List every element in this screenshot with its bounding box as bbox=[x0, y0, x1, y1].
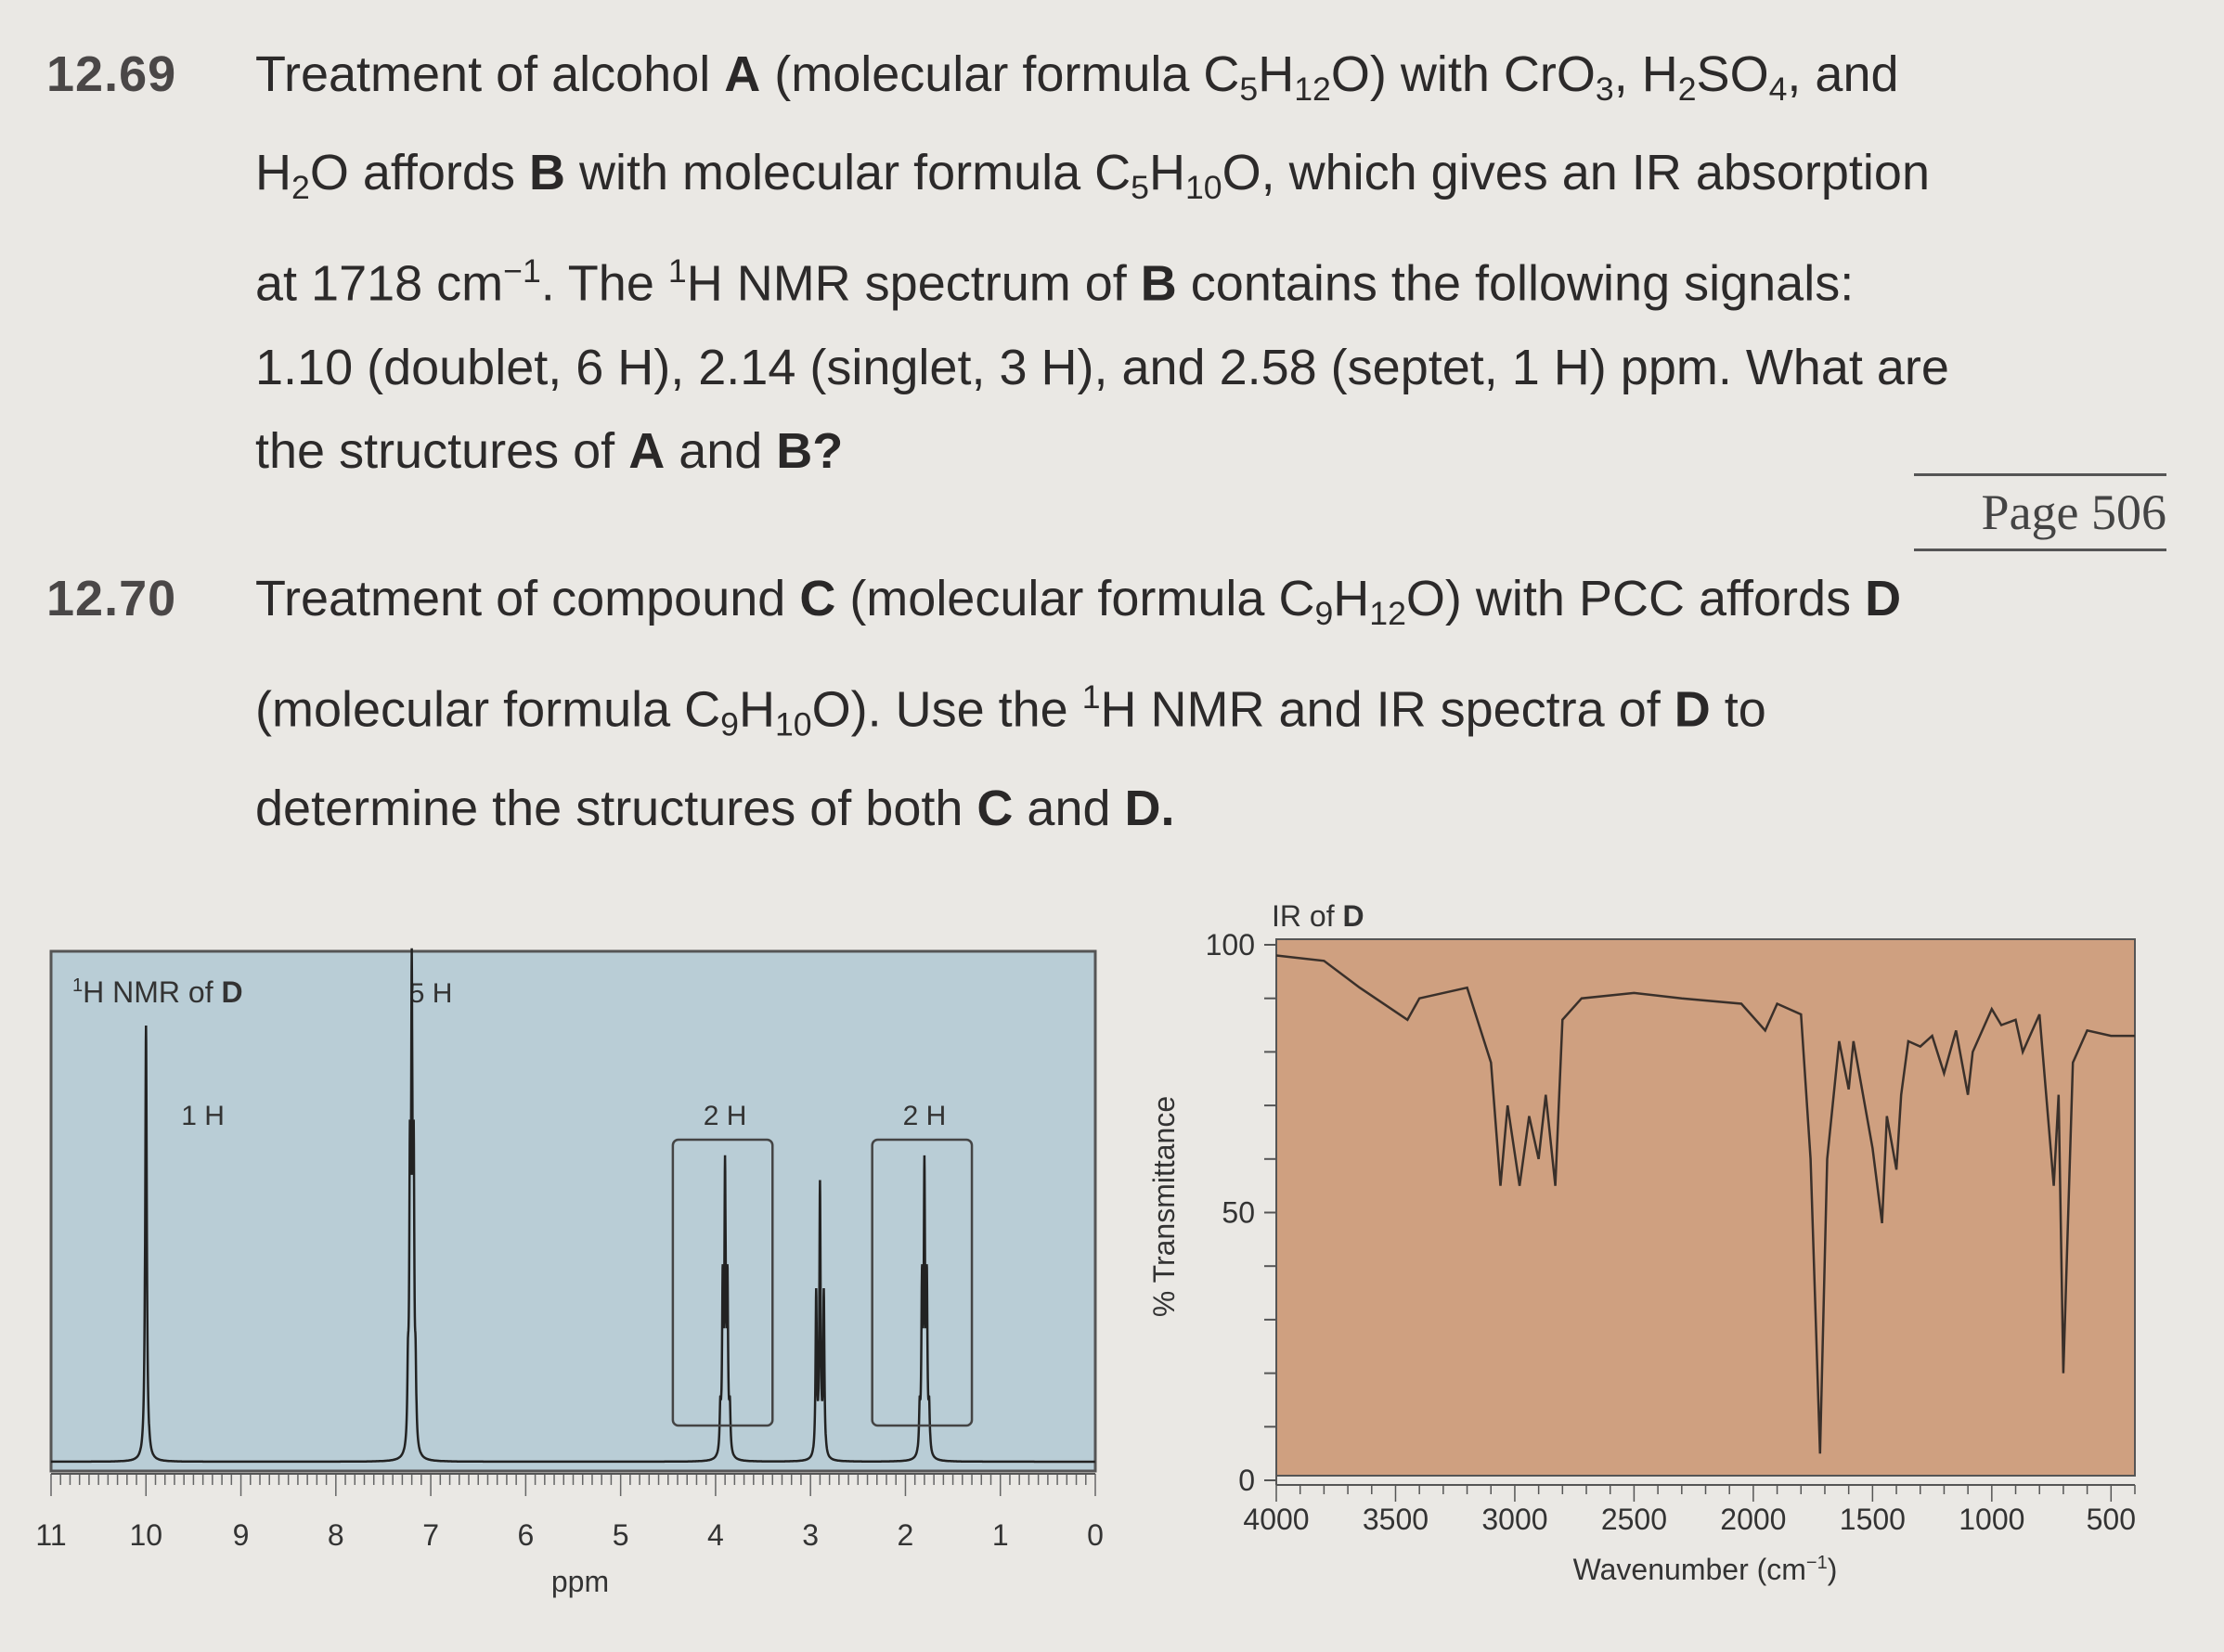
ir-y-tick-label: 50 bbox=[1222, 1196, 1255, 1230]
nmr-integration-label: 5 H bbox=[409, 978, 453, 1009]
ir-y-tick-label: 0 bbox=[1238, 1464, 1255, 1497]
nmr-tick-label: 4 bbox=[707, 1518, 724, 1552]
text-line: the structures of A and B? bbox=[255, 422, 844, 479]
text-line: (molecular formula C9H10O). Use the 1H N… bbox=[255, 678, 1766, 743]
nmr-tick-label: 11 bbox=[35, 1518, 66, 1552]
problem-text: Treatment of alcohol A (molecular formul… bbox=[255, 32, 2177, 493]
nmr-tick-label: 1 bbox=[992, 1518, 1009, 1552]
ir-x-tick-label: 4000 bbox=[1243, 1503, 1309, 1536]
ir-x-tick-label: 3000 bbox=[1481, 1503, 1547, 1536]
nmr-plot-area bbox=[49, 949, 1097, 1473]
ir-x-tick-label: 1000 bbox=[1959, 1503, 2024, 1536]
ir-chart: IR of D 0 50 100 4000 3500 3000 2500 2000 1500 10… bbox=[1147, 899, 2136, 1586]
problem-number: 12.69 bbox=[46, 46, 177, 102]
ir-x-axis-label: Wavenumber (cm−1) bbox=[1573, 1553, 1838, 1586]
ir-y-axis-label: % Transmittance bbox=[1147, 1096, 1181, 1317]
ir-x-tick-label: 500 bbox=[2087, 1503, 2136, 1536]
problem-number: 12.70 bbox=[46, 571, 177, 626]
text-line: Treatment of alcohol A (molecular formul… bbox=[255, 46, 1899, 108]
text-line: H2O affords B with molecular formula C5H… bbox=[255, 144, 1930, 206]
ir-x-tick-label: 2000 bbox=[1720, 1503, 1786, 1536]
ir-y-tick-label: 100 bbox=[1206, 928, 1255, 962]
nmr-tick-label: 9 bbox=[233, 1518, 250, 1552]
nmr-tick-label: 8 bbox=[328, 1518, 344, 1552]
ir-x-tick-label: 3500 bbox=[1363, 1503, 1429, 1536]
text-line: at 1718 cm−1. The 1H NMR spectrum of B c… bbox=[255, 252, 1855, 312]
nmr-integration-label: 1 H bbox=[181, 1101, 225, 1131]
ir-trace bbox=[1275, 954, 2135, 1454]
ir-plot-area bbox=[1275, 938, 2136, 1477]
nmr-expansion-inset bbox=[671, 1138, 774, 1427]
nmr-tick-label: 2 bbox=[898, 1518, 914, 1552]
nmr-integration-label: 2 H bbox=[704, 1101, 747, 1131]
nmr-x-axis-label: ppm bbox=[551, 1565, 609, 1598]
nmr-tick-label: 5 bbox=[613, 1518, 629, 1552]
text-line: Treatment of compound C (molecular formu… bbox=[255, 571, 1902, 632]
problem-text: Treatment of compound C (molecular formu… bbox=[255, 557, 2177, 850]
nmr-integration-label: 2 H bbox=[903, 1101, 947, 1131]
ir-title: IR of D bbox=[1272, 899, 1364, 933]
nmr-tick-label: 3 bbox=[802, 1518, 819, 1552]
nmr-tick-label: 0 bbox=[1087, 1518, 1104, 1552]
ir-x-tick-label: 2500 bbox=[1601, 1503, 1667, 1536]
nmr-title: 1H NMR of D bbox=[72, 975, 243, 1009]
text-line: determine the structures of both C and D… bbox=[255, 780, 1175, 836]
nmr-trace bbox=[51, 948, 1095, 1464]
nmr-tick-label: 6 bbox=[517, 1518, 534, 1552]
nmr-expansion-inset bbox=[871, 1138, 974, 1427]
ir-x-tick-label: 1500 bbox=[1840, 1503, 1906, 1536]
page-label: Page 506 bbox=[1914, 473, 2166, 551]
nmr-tick-label: 10 bbox=[129, 1518, 162, 1552]
nmr-tick-label: 7 bbox=[422, 1518, 439, 1552]
text-line: 1.10 (doublet, 6 H), 2.14 (singlet, 3 H)… bbox=[255, 339, 1949, 395]
